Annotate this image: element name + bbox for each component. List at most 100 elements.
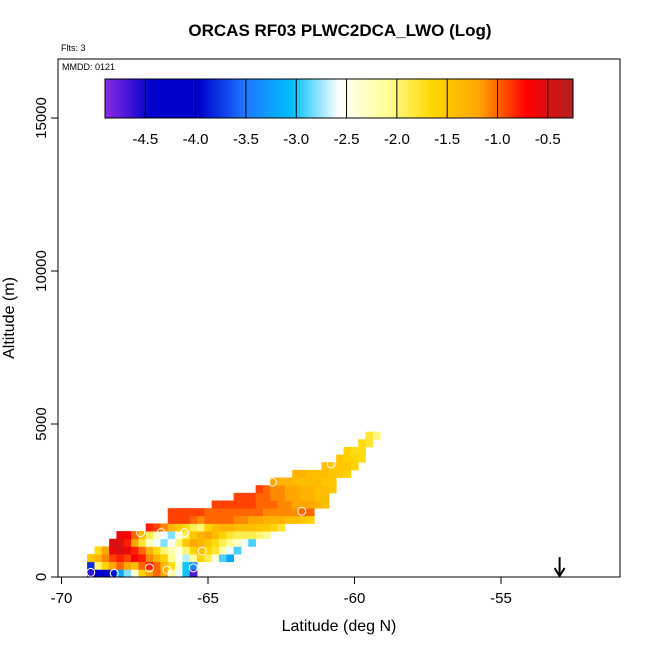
heatmap-cell — [226, 546, 235, 555]
heatmap-cell — [189, 554, 198, 563]
heatmap-cell — [101, 561, 110, 570]
colorbar-swatch — [306, 79, 310, 118]
y-axis-title: Altitude (m) — [1, 277, 18, 359]
colorbar-swatch — [465, 79, 469, 118]
heatmap-cell — [277, 477, 286, 486]
colorbar-swatch — [162, 79, 166, 118]
heatmap-cell — [233, 546, 242, 555]
heatmap-cell — [321, 485, 330, 494]
heatmap-cell — [262, 485, 271, 494]
colorbar-swatch — [399, 79, 403, 118]
arrow-head — [553, 567, 566, 578]
heatmap-cell — [109, 561, 117, 570]
heatmap-cell — [262, 515, 271, 524]
heatmap-cell — [248, 538, 257, 547]
heatmap-cell — [240, 531, 249, 540]
colorbar-swatch — [237, 79, 241, 118]
heatmap-cell — [167, 515, 176, 524]
marker-circle — [267, 477, 277, 487]
colorbar-swatch — [285, 79, 289, 118]
heatmap-cell — [262, 508, 271, 517]
colorbar-swatch — [282, 79, 286, 118]
heatmap-cell — [321, 492, 330, 501]
heatmap-cell — [116, 554, 125, 563]
heatmap-cell — [240, 523, 249, 532]
colorbar-swatch — [339, 79, 343, 118]
heatmap-cell — [218, 515, 227, 524]
heatmap-cell — [270, 485, 278, 494]
colorbar-swatch — [150, 79, 154, 118]
heatmap-cell — [321, 469, 330, 478]
heatmap-cell — [153, 531, 161, 540]
colorbar-swatch — [195, 79, 199, 118]
heatmap-cell — [365, 431, 374, 440]
colorbar-swatch — [213, 79, 217, 118]
colorbar-swatch — [450, 79, 454, 118]
marker-circle — [297, 506, 307, 516]
heatmap-cell — [226, 523, 235, 532]
marker-circle — [86, 567, 96, 577]
colorbar-swatch — [375, 79, 379, 118]
heatmap-cell — [284, 515, 293, 524]
heatmap-cell — [336, 462, 344, 471]
colorbar-swatch — [147, 79, 151, 118]
colorbar-swatch — [348, 79, 352, 118]
marker-circle — [180, 528, 190, 538]
heatmap-cell — [299, 469, 308, 478]
heatmap-cell — [292, 515, 300, 524]
colorbar-tick-label: -3.0 — [283, 131, 309, 148]
colorbar-swatch — [366, 79, 370, 118]
colorbar-swatch — [369, 79, 373, 118]
heatmap-cell — [189, 561, 198, 570]
heatmap-cell — [153, 569, 161, 578]
heatmap-cell — [182, 515, 191, 524]
heatmap-cell — [321, 462, 330, 471]
heatmap-cell — [314, 477, 322, 486]
heatmap-cell — [328, 477, 337, 486]
heatmap-cell — [328, 462, 337, 471]
heatmap-cell — [218, 546, 227, 555]
heatmap-cell — [94, 561, 103, 570]
heatmap-cell — [248, 492, 257, 501]
colorbar-swatch — [249, 79, 253, 118]
heatmap-cell — [336, 469, 344, 478]
heatmap-cell — [314, 500, 322, 509]
colorbar-swatch — [156, 79, 160, 118]
heatmap-cell — [175, 515, 183, 524]
colorbar-swatch — [498, 79, 502, 118]
colorbar-swatch — [351, 79, 355, 118]
colorbar-swatch — [279, 79, 283, 118]
heatmap-cell — [262, 500, 271, 509]
colorbar-tick-label: -3.5 — [233, 131, 259, 148]
heatmap-cell — [138, 538, 147, 547]
heatmap-cell — [204, 546, 213, 555]
colorbar-swatch — [252, 79, 256, 118]
colorbar-swatch — [438, 79, 442, 118]
heatmap-cell — [123, 538, 132, 547]
colorbar-swatch — [291, 79, 295, 118]
heatmap-cell — [189, 508, 198, 517]
colorbar-swatch — [561, 79, 565, 118]
heatmap-cell — [123, 554, 132, 563]
heatmap-cell — [270, 500, 278, 509]
heatmap-cell — [350, 446, 359, 455]
colorbar-swatch — [408, 79, 412, 118]
colorbar-swatch — [183, 79, 187, 118]
colorbar-swatch — [234, 79, 238, 118]
heatmap-cell — [255, 508, 264, 517]
colorbar-tick-label: -4.0 — [183, 131, 209, 148]
colorbar-swatch — [417, 79, 421, 118]
colorbar-swatch — [318, 79, 322, 118]
heatmap-cell — [248, 500, 257, 509]
marker-circle — [162, 565, 172, 575]
colorbar-swatch — [468, 79, 472, 118]
colorbar-tick-label: -0.5 — [535, 131, 561, 148]
heatmap-cell — [343, 454, 352, 463]
heatmap-cell — [314, 485, 322, 494]
heatmap-cell — [109, 569, 117, 578]
heatmap-cell — [160, 561, 169, 570]
marker-circle — [136, 528, 146, 538]
x-tick-label: -65 — [197, 590, 219, 607]
colorbar-swatch — [405, 79, 409, 118]
heatmap-cell — [277, 500, 286, 509]
